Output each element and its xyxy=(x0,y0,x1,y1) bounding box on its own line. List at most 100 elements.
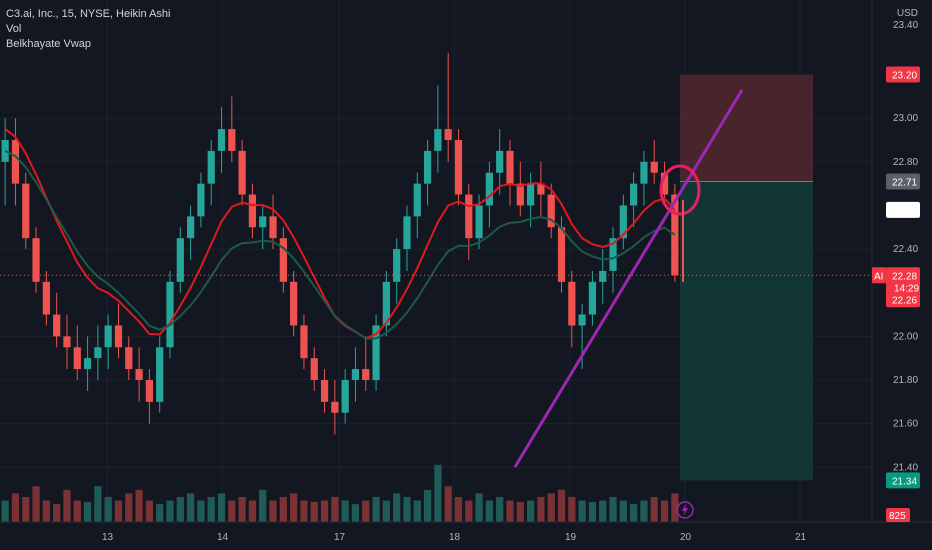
price-tag-entry-text: 22.71 xyxy=(892,177,917,188)
volume-bar xyxy=(660,500,669,522)
candle-body xyxy=(114,325,123,348)
volume-bar xyxy=(434,464,442,522)
time-tick-label: 19 xyxy=(565,532,577,543)
candle-body xyxy=(248,194,257,228)
currency-label[interactable]: USD xyxy=(896,8,918,19)
volume-bar xyxy=(516,501,524,522)
countdown-text: 14:29 xyxy=(894,283,919,294)
candle-body xyxy=(423,150,432,184)
volume-bar xyxy=(557,489,566,522)
candle-body xyxy=(53,314,61,337)
price-tag-last xyxy=(886,267,920,308)
volume-bar xyxy=(372,496,380,522)
volume-bar xyxy=(238,496,246,522)
lightning-icon-glyph xyxy=(682,503,688,517)
volume-bar xyxy=(537,496,545,522)
candle-body xyxy=(187,216,195,239)
candle-body xyxy=(310,358,318,380)
symbol-tag-text: AI xyxy=(874,271,883,282)
candle-body xyxy=(465,194,473,239)
candle-body xyxy=(83,358,92,370)
candle-body xyxy=(444,129,452,140)
candle-body xyxy=(650,161,658,173)
candle-body xyxy=(341,380,349,413)
time-tick-label: 21 xyxy=(795,532,807,543)
candle-body xyxy=(269,216,277,239)
candle-body xyxy=(42,281,50,315)
volume-tag xyxy=(886,508,910,522)
volume-bar xyxy=(290,493,298,522)
volume-bar xyxy=(403,496,411,522)
candle-body xyxy=(207,150,215,184)
volume-bar xyxy=(671,493,679,522)
volume-bar xyxy=(217,493,226,522)
candle-body xyxy=(557,227,566,282)
volume-bar xyxy=(145,500,153,522)
candle-body xyxy=(11,140,20,184)
symbol-tag xyxy=(872,267,886,284)
candle-body xyxy=(32,238,40,282)
candle-body xyxy=(640,161,648,184)
lightning-icon xyxy=(676,501,694,519)
volume-bar xyxy=(207,496,215,522)
candle-body xyxy=(527,183,535,206)
stop-loss-zone xyxy=(680,74,813,182)
volume-bar xyxy=(362,500,370,522)
candle-body xyxy=(300,325,308,359)
candle-body xyxy=(362,369,370,380)
volume-bar xyxy=(506,500,514,522)
candle-body xyxy=(94,347,102,359)
candle-body xyxy=(413,183,421,217)
volume-bar xyxy=(423,489,432,522)
take-profit-zone xyxy=(680,181,813,481)
volume-bar xyxy=(485,500,493,522)
candle-body xyxy=(630,183,638,206)
price-tick-label: 22.40 xyxy=(893,244,918,255)
volume-bar xyxy=(475,493,483,522)
volume-bar xyxy=(42,500,50,522)
volume-bar xyxy=(527,500,535,522)
candle-body xyxy=(156,347,164,402)
volume-bar xyxy=(599,500,607,522)
candle-body xyxy=(238,150,246,195)
candle-body xyxy=(145,380,153,402)
volume-bar xyxy=(176,496,184,522)
candle-body xyxy=(671,194,679,276)
candle-body xyxy=(496,150,504,173)
volume-bar xyxy=(547,493,555,522)
volume-bar xyxy=(63,489,71,522)
legend: C3.ai, Inc., 15, NYSE, Heikin Ashi Vol B… xyxy=(6,7,170,52)
candle-body xyxy=(197,183,205,217)
volume-bar xyxy=(609,496,617,522)
symbol-title[interactable]: C3.ai, Inc., 15, NYSE, Heikin Ashi xyxy=(6,8,171,20)
candle-body xyxy=(125,347,133,370)
volume-indicator-label[interactable]: Vol xyxy=(6,23,22,35)
volume-bar xyxy=(259,489,267,522)
volume-bar xyxy=(125,493,133,522)
candle-body xyxy=(259,216,267,228)
candle-body xyxy=(290,281,298,326)
price-tick-label: 23.00 xyxy=(893,113,918,124)
volume-bar xyxy=(351,504,360,522)
volume-bar xyxy=(166,500,174,522)
price-tag-vwap-text: 22.58 xyxy=(892,206,917,217)
vwap-lower-line xyxy=(4,150,676,340)
candle-body xyxy=(228,129,236,151)
candle-body xyxy=(516,183,524,206)
volume-bar xyxy=(53,504,61,522)
candle-body xyxy=(331,401,339,413)
vwap-indicator-label[interactable]: Belkhayate Vwap xyxy=(6,38,91,50)
candle-body xyxy=(660,172,669,195)
volume-bar xyxy=(465,500,473,522)
candle-body xyxy=(537,183,545,195)
candle-body xyxy=(578,314,586,326)
volume-bar xyxy=(310,501,318,522)
time-tick-label: 17 xyxy=(334,532,346,543)
volume-bar xyxy=(588,501,597,522)
candle-body xyxy=(588,281,597,315)
volume-bar xyxy=(187,493,195,522)
price-tag-stop xyxy=(886,472,920,489)
volume-bar xyxy=(11,493,20,522)
